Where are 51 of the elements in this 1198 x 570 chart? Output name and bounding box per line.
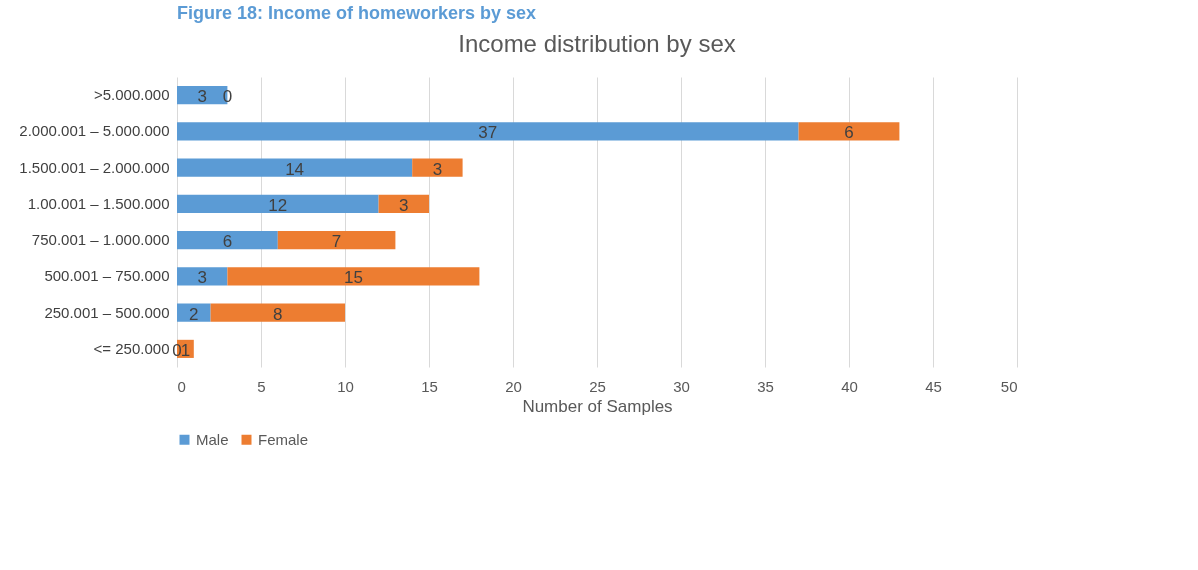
y-tick-label: 2.000.001 – 5.000.000 bbox=[19, 122, 170, 140]
x-tick-label: 50 bbox=[1000, 377, 1018, 395]
y-tick-label: 750.001 – 1.000.000 bbox=[31, 231, 170, 249]
data-label: 6 bbox=[844, 123, 854, 143]
data-label: 3 bbox=[399, 195, 409, 215]
data-label: 6 bbox=[222, 232, 233, 252]
data-label: 37 bbox=[478, 123, 498, 143]
bar bbox=[798, 122, 900, 141]
data-label: 2 bbox=[189, 304, 199, 324]
data-label: 3 bbox=[432, 159, 443, 179]
data-label: 1 bbox=[180, 340, 191, 360]
data-label: 12 bbox=[268, 195, 288, 215]
bar bbox=[412, 158, 463, 177]
x-tick-label: 45 bbox=[925, 377, 942, 395]
legend-label: Female bbox=[258, 430, 309, 448]
bar bbox=[177, 303, 211, 322]
y-tick-label: 500.001 – 750.000 bbox=[44, 267, 170, 285]
x-axis-title: Number of Samples bbox=[522, 396, 673, 416]
bar bbox=[177, 158, 413, 177]
y-tick-label: <= 250.000 bbox=[93, 339, 170, 357]
x-tick-label: 20 bbox=[505, 377, 522, 395]
x-tick-label: 5 bbox=[257, 377, 266, 395]
bar bbox=[277, 231, 396, 250]
bar bbox=[177, 267, 228, 286]
x-tick-label: 25 bbox=[589, 377, 606, 395]
bar bbox=[227, 267, 480, 286]
bar bbox=[210, 303, 345, 322]
data-label: 14 bbox=[285, 159, 305, 179]
y-tick-label: 250.001 – 500.000 bbox=[44, 303, 170, 321]
y-tick-label: 1.500.001 – 2.000.000 bbox=[19, 158, 170, 176]
x-tick-label: 35 bbox=[757, 377, 774, 395]
x-tick-label: 10 bbox=[337, 377, 354, 395]
data-label: 3 bbox=[197, 87, 207, 107]
data-label: 7 bbox=[331, 232, 342, 252]
bar bbox=[177, 194, 379, 213]
legend-label: Male bbox=[196, 430, 229, 448]
data-label: 15 bbox=[343, 268, 363, 288]
data-label: 3 bbox=[197, 268, 207, 288]
y-tick-label: 1.00.001 – 1.500.000 bbox=[27, 194, 170, 212]
data-label: 0 bbox=[172, 340, 182, 360]
x-tick-label: 15 bbox=[421, 377, 438, 395]
x-tick-label: 40 bbox=[841, 377, 858, 395]
bar bbox=[177, 122, 799, 141]
chart-title: Income distribution by sex bbox=[458, 30, 736, 57]
y-tick-label: >5.000.000 bbox=[94, 86, 170, 104]
caption: Figure 18: Income of homeworkers by sex bbox=[177, 3, 537, 23]
x-tick-label: 0 bbox=[177, 377, 186, 395]
bar bbox=[177, 231, 278, 250]
data-label: 8 bbox=[273, 304, 283, 324]
bar bbox=[378, 194, 429, 213]
x-tick-label: 30 bbox=[673, 377, 690, 395]
